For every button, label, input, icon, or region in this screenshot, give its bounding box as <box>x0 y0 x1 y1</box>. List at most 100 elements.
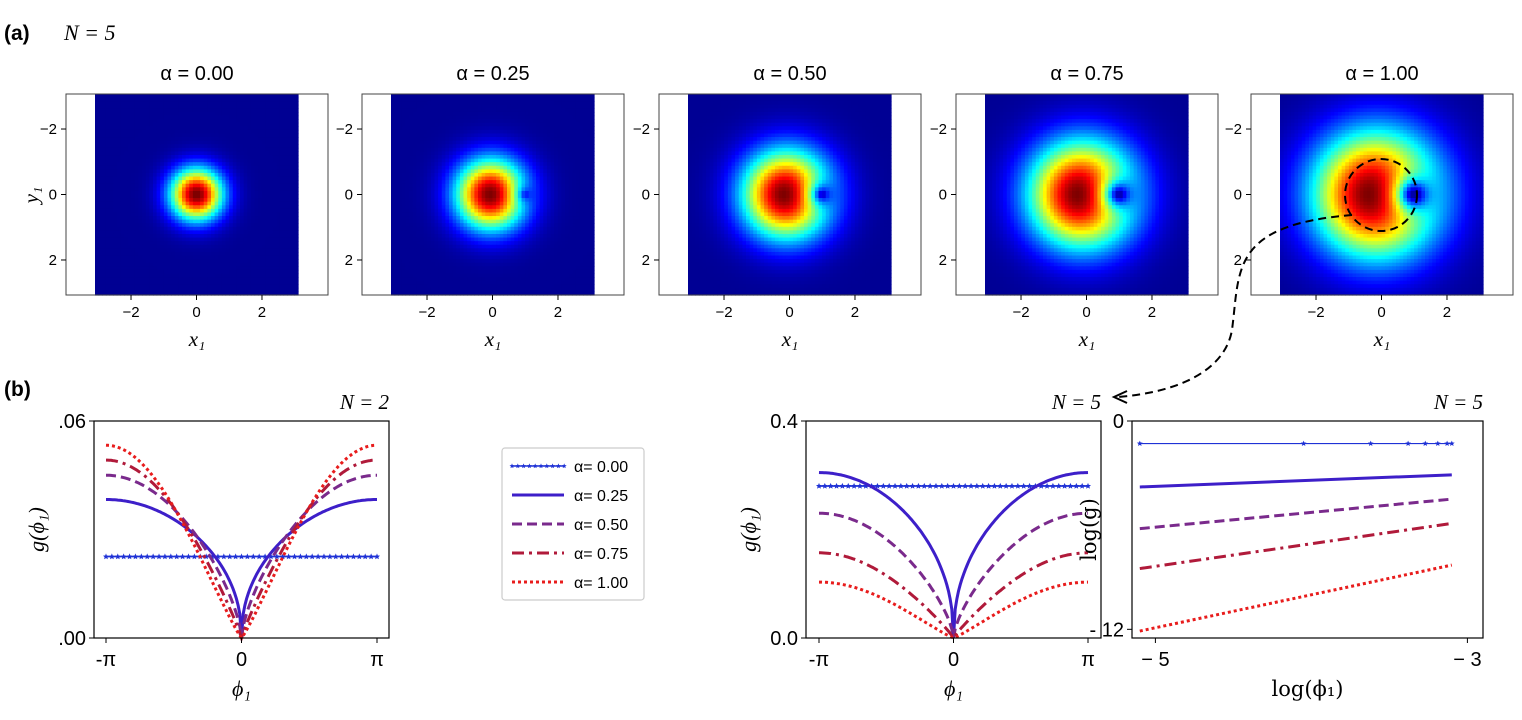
heatmap-cell <box>221 101 227 106</box>
heatmap-cell <box>149 287 154 293</box>
heatmap-cell <box>265 241 270 246</box>
heatmap-cell <box>254 158 259 163</box>
heatmap-cell <box>225 223 230 228</box>
heatmap-cell <box>229 262 234 267</box>
heatmap-cell <box>481 172 486 178</box>
heatmap-cell <box>214 97 219 102</box>
heatmap-cell <box>196 122 201 127</box>
heatmap-cell <box>203 108 208 113</box>
heatmap-cell <box>171 259 176 264</box>
heatmap-cell <box>434 151 439 156</box>
heatmap-cell <box>269 269 274 275</box>
heatmap-cell <box>427 162 432 167</box>
heatmap-cell <box>189 187 194 192</box>
heatmap-cell <box>113 269 118 275</box>
heatmap-cell <box>269 126 274 131</box>
heatmap-cell <box>539 151 544 156</box>
heatmap-cell <box>127 237 132 242</box>
heatmap-cell <box>229 137 234 142</box>
heatmap-cell <box>412 176 417 181</box>
heatmap-cell <box>214 111 219 117</box>
heatmap-cell <box>474 111 479 117</box>
heatmap-cell <box>232 122 237 127</box>
heatmap-cell <box>420 176 425 181</box>
heatmap-cell <box>398 158 403 163</box>
heatmap-cell <box>95 158 100 163</box>
heatmap-cell <box>449 97 454 102</box>
heatmap-cell <box>294 187 299 192</box>
heatmap-cell <box>218 144 223 149</box>
heatmap-cell <box>575 126 581 131</box>
heatmap-cell <box>160 94 165 99</box>
heatmap-cell <box>586 194 591 199</box>
heatmap-cell <box>124 94 129 99</box>
heatmap-cell <box>221 104 227 109</box>
heatmap-cell <box>163 198 169 203</box>
heatmap-cell <box>134 269 140 275</box>
heatmap-cell <box>279 162 285 167</box>
heatmap-cell <box>102 147 107 153</box>
heatmap-cell <box>149 255 154 260</box>
heatmap-cell <box>134 237 140 242</box>
heatmap-cell <box>536 119 541 124</box>
heatmap-cell <box>113 273 118 278</box>
heatmap-cell <box>261 216 266 221</box>
heatmap-cell <box>265 277 270 282</box>
heatmap-cell <box>445 119 450 124</box>
heatmap-cell <box>546 101 552 106</box>
heatmap-cell <box>214 291 219 296</box>
heatmap-cell <box>232 183 237 188</box>
heatmap-cell <box>575 180 581 185</box>
heatmap-cell <box>113 122 118 127</box>
heatmap-cell <box>283 115 288 120</box>
heatmap-cell <box>265 223 270 228</box>
heatmap-cell <box>586 140 591 145</box>
heatmap-cell <box>438 180 443 185</box>
heatmap-cell <box>192 190 198 196</box>
heatmap-cell <box>539 115 544 120</box>
heatmap-cell <box>185 262 190 267</box>
heatmap-cell <box>283 165 288 170</box>
heatmap-cell <box>265 291 270 296</box>
heatmap-cell <box>149 151 154 156</box>
heatmap-cell <box>124 201 129 206</box>
heatmap-cell <box>398 180 403 185</box>
heatmap-cell <box>142 194 147 199</box>
heatmap-cell <box>565 133 570 138</box>
heatmap-cell <box>203 241 208 246</box>
heatmap-cell <box>261 223 266 228</box>
heatmap-cell <box>276 119 281 124</box>
heatmap-cell <box>481 180 486 185</box>
heatmap-cell <box>203 155 208 160</box>
heatmap-cell <box>272 129 277 135</box>
heatmap-cell <box>156 255 161 260</box>
heatmap-cell <box>229 133 234 138</box>
heatmap-cell <box>232 233 237 239</box>
heatmap-cell <box>211 284 216 289</box>
heatmap-cell <box>470 155 475 160</box>
heatmap-cell <box>105 111 111 117</box>
heatmap-cell <box>250 165 256 170</box>
heatmap-cell <box>218 198 223 203</box>
heatmap-cell <box>294 165 299 170</box>
heatmap-cell <box>203 216 208 221</box>
heatmap-cell <box>207 158 212 163</box>
heatmap-cell <box>171 104 176 109</box>
heatmap-cell <box>243 187 248 192</box>
heatmap-cell <box>124 244 129 249</box>
heatmap-cell <box>109 183 114 188</box>
heatmap-cell <box>401 115 407 120</box>
heatmap-cell <box>95 205 100 210</box>
heatmap-cell <box>272 233 277 239</box>
heatmap-cell <box>221 219 227 224</box>
heatmap-cell <box>287 262 292 267</box>
heatmap-cell <box>131 194 136 199</box>
heatmap-cell <box>196 226 201 231</box>
heatmap-cell <box>416 172 421 178</box>
heatmap-cell <box>254 230 259 235</box>
heatmap-cell <box>517 140 523 145</box>
heatmap-cell <box>229 284 234 289</box>
heatmap-cell <box>105 251 111 257</box>
heatmap-cell <box>521 183 526 188</box>
heatmap-cell <box>203 129 208 135</box>
